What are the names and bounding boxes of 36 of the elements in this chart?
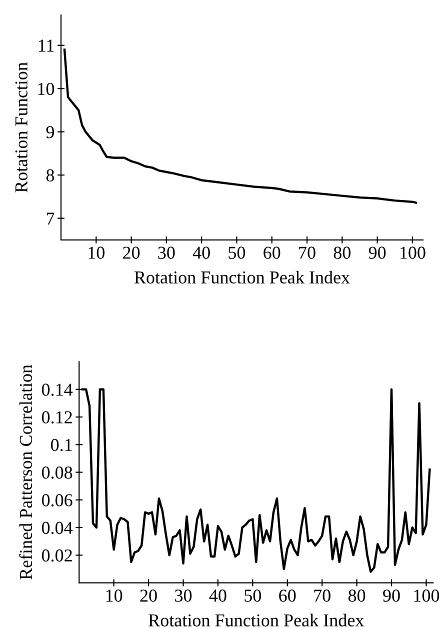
x-tick-label: 60 bbox=[264, 246, 280, 259]
x-tick-label: 60 bbox=[279, 590, 296, 602]
x-tick-label: 50 bbox=[228, 246, 246, 259]
x-tick-label: 90 bbox=[383, 590, 400, 602]
y-tick-label: 0.06 bbox=[42, 494, 72, 506]
x-tick-label: 30 bbox=[158, 246, 175, 259]
y-tick-label: 0.02 bbox=[42, 549, 72, 562]
y-tick-label: 0.04 bbox=[42, 522, 73, 534]
x-tick-label: 50 bbox=[244, 590, 262, 602]
x-tick-label: 40 bbox=[192, 246, 210, 259]
y-tick-label: 9 bbox=[46, 126, 54, 138]
x-axis-title: Rotation Function Peak Index bbox=[134, 270, 350, 284]
y-tick-label: 0.12 bbox=[42, 411, 72, 424]
x-tick-label: 20 bbox=[140, 590, 157, 602]
x-tick-label: 30 bbox=[175, 590, 192, 602]
x-tick-label: 40 bbox=[209, 590, 226, 602]
x-tick-label: 90 bbox=[368, 246, 386, 259]
y-tick-label: 7 bbox=[46, 212, 54, 225]
x-axis-title: Rotation Function Peak Index bbox=[148, 614, 364, 626]
y-axis-title: Rotation Function bbox=[15, 62, 28, 192]
x-tick-label: 100 bbox=[414, 590, 440, 602]
x-tick-label: 80 bbox=[334, 246, 350, 259]
y-tick-label: 0.14 bbox=[42, 384, 73, 396]
x-tick-label: 80 bbox=[348, 590, 366, 602]
y-tick-label: 11 bbox=[38, 40, 54, 52]
x-tick-label: 20 bbox=[123, 246, 140, 259]
y-tick-label: 0.08 bbox=[42, 466, 72, 479]
x-tick-label: 10 bbox=[106, 590, 122, 602]
x-tick-label: 100 bbox=[400, 246, 426, 259]
y-tick-label: 10 bbox=[38, 82, 54, 96]
x-tick-label: 10 bbox=[88, 246, 104, 259]
y-tick-label: 8 bbox=[46, 169, 54, 182]
y-tick-label: 0.1 bbox=[50, 438, 72, 452]
y-axis-title: Refined Patterson Correlation bbox=[19, 364, 32, 580]
x-tick-label: 70 bbox=[314, 590, 330, 602]
x-tick-label: 70 bbox=[299, 246, 316, 259]
